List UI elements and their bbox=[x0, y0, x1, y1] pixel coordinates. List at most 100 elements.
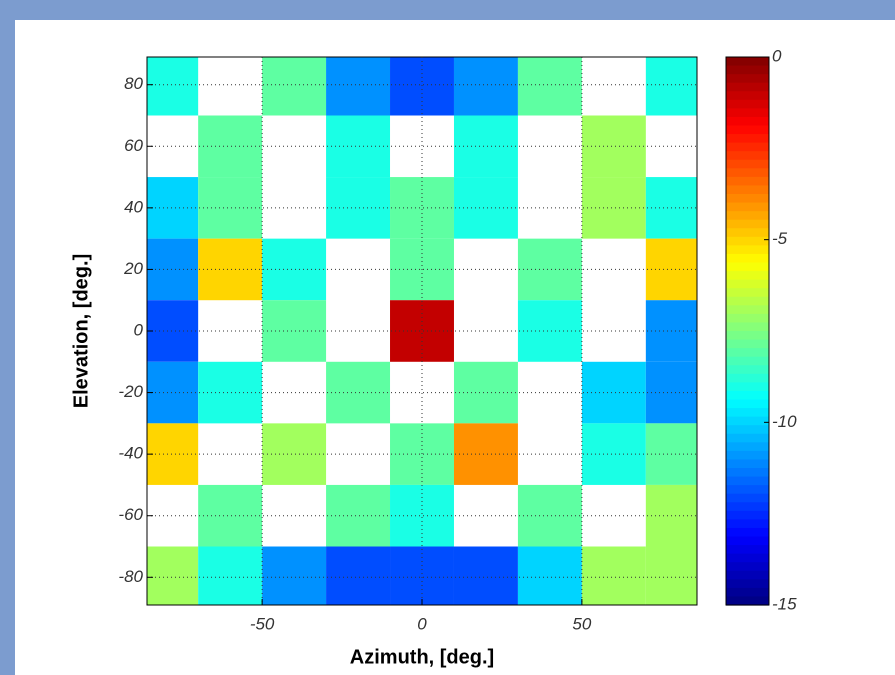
colorbar-swatch bbox=[726, 194, 769, 204]
colorbar-swatch bbox=[726, 331, 769, 341]
colorbar-swatch bbox=[726, 228, 769, 238]
colorbar-tick-label: -5 bbox=[772, 229, 788, 248]
colorbar-swatch bbox=[726, 425, 769, 435]
heatmap-cell bbox=[326, 546, 391, 605]
y-axis-label: Elevation, [deg.] bbox=[70, 254, 92, 408]
colorbar-swatch bbox=[726, 125, 769, 135]
colorbar-swatch bbox=[726, 399, 769, 409]
y-tick-label: -40 bbox=[118, 444, 143, 463]
colorbar-swatch bbox=[726, 433, 769, 443]
colorbar-swatch bbox=[726, 373, 769, 383]
x-tick-label: -50 bbox=[250, 614, 275, 633]
y-tick-label: 20 bbox=[123, 259, 143, 278]
colorbar-swatch bbox=[726, 570, 769, 580]
colorbar-swatch bbox=[726, 74, 769, 84]
heatmap-cell bbox=[147, 546, 199, 605]
y-tick-label: -60 bbox=[118, 505, 143, 524]
heatmap-cell bbox=[390, 546, 454, 605]
heatmap-cell bbox=[517, 546, 582, 605]
colorbar-swatch bbox=[726, 442, 769, 452]
colorbar-swatch bbox=[726, 116, 769, 127]
colorbar-swatch bbox=[726, 253, 769, 264]
heatmap-cell bbox=[147, 300, 199, 362]
colorbar-swatch bbox=[726, 356, 769, 366]
y-tick-label: -80 bbox=[118, 567, 143, 586]
colorbar-swatch bbox=[726, 382, 769, 392]
colorbar-swatch bbox=[726, 450, 769, 461]
heatmap-cell bbox=[147, 57, 199, 116]
colorbar-swatch bbox=[726, 339, 769, 349]
colorbar-swatch bbox=[726, 271, 769, 281]
y-tick-label: -20 bbox=[118, 382, 143, 401]
heatmap-cell bbox=[453, 57, 518, 116]
colorbar-swatch bbox=[726, 493, 769, 503]
colorbar-swatch bbox=[726, 322, 769, 332]
y-tick-label: 60 bbox=[124, 136, 143, 155]
colorbar-swatch bbox=[726, 99, 769, 109]
colorbar-swatch bbox=[726, 185, 769, 195]
colorbar-swatch bbox=[726, 288, 769, 298]
colorbar-swatch bbox=[726, 527, 769, 538]
y-tick-label: 0 bbox=[134, 320, 144, 339]
colorbar-swatch bbox=[726, 390, 769, 401]
heatmap-cell bbox=[517, 57, 582, 116]
colorbar-swatch bbox=[726, 65, 769, 75]
heatmap-cell bbox=[581, 546, 646, 605]
colorbar-swatch bbox=[726, 159, 769, 169]
heatmap-cell bbox=[147, 177, 199, 239]
colorbar-swatch bbox=[726, 348, 769, 358]
colorbar-swatch bbox=[726, 151, 769, 161]
heatmap-cell bbox=[453, 546, 518, 605]
heatmap-cell bbox=[326, 57, 391, 116]
colorbar-swatch bbox=[726, 134, 769, 144]
heatmap-cell bbox=[262, 546, 327, 605]
colorbar-swatch bbox=[726, 459, 769, 469]
heatmap-cell bbox=[262, 57, 327, 116]
heatmap-cell bbox=[147, 238, 199, 301]
colorbar-swatch bbox=[726, 176, 769, 187]
colorbar-swatch bbox=[726, 562, 769, 572]
colorbar-swatch bbox=[726, 408, 769, 418]
colorbar-swatch bbox=[726, 313, 769, 324]
heatmap-cell bbox=[645, 546, 697, 605]
colorbar-swatch bbox=[726, 553, 769, 563]
colorbar-swatch bbox=[726, 536, 769, 546]
colorbar-swatch bbox=[726, 596, 769, 606]
colorbar-swatch bbox=[726, 108, 769, 118]
colorbar-swatch bbox=[726, 305, 769, 315]
colorbar-swatch bbox=[726, 485, 769, 495]
colorbar-swatch bbox=[726, 510, 769, 520]
colorbar-swatch bbox=[726, 142, 769, 152]
colorbar-swatch bbox=[726, 416, 769, 426]
heatmap-cell bbox=[147, 361, 199, 424]
colorbar-swatch bbox=[726, 587, 769, 598]
colorbar-tick-label: -15 bbox=[772, 594, 797, 613]
colorbar-swatch bbox=[726, 91, 769, 101]
heatmap-cell bbox=[645, 57, 697, 116]
colorbar-swatch bbox=[726, 245, 769, 255]
y-tick-label: 40 bbox=[124, 197, 143, 216]
heatmap-cell bbox=[147, 423, 199, 485]
colorbar-swatch bbox=[726, 211, 769, 221]
colorbar-swatch bbox=[726, 296, 769, 306]
x-tick-label: 50 bbox=[572, 614, 591, 633]
colorbar-swatch bbox=[726, 502, 769, 512]
colorbar-swatch bbox=[726, 82, 769, 92]
colorbar-swatch bbox=[726, 579, 769, 589]
x-tick-label: 0 bbox=[417, 614, 427, 633]
colorbar-swatch bbox=[726, 262, 769, 272]
colorbar-swatch bbox=[726, 168, 769, 178]
colorbar-swatch bbox=[726, 545, 769, 555]
colorbar-swatch bbox=[726, 236, 769, 246]
y-tick-label: 80 bbox=[124, 74, 143, 93]
colorbar-frame bbox=[725, 56, 770, 606]
colorbar-swatch bbox=[726, 476, 769, 486]
x-axis-label: Azimuth, [deg.] bbox=[350, 646, 494, 668]
colorbar-swatch bbox=[726, 202, 769, 212]
colorbar-swatch bbox=[726, 279, 769, 289]
heatmap-cell bbox=[198, 546, 263, 605]
colorbar-tick-label: -10 bbox=[772, 412, 797, 431]
colorbar-swatch bbox=[726, 365, 769, 375]
